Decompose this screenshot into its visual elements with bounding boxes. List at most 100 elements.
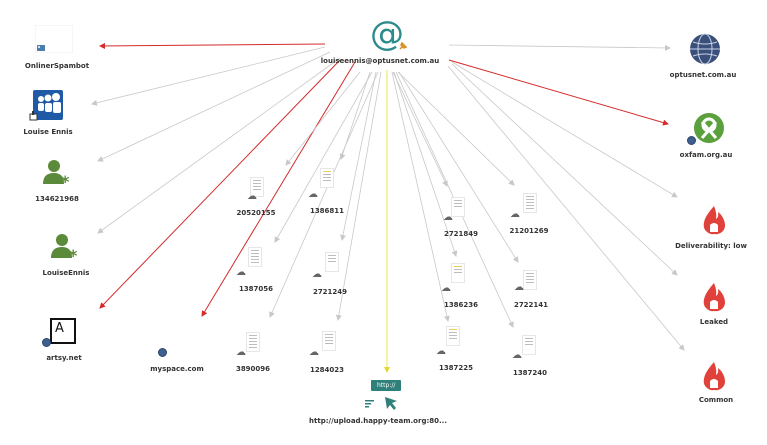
globe-icon — [690, 33, 720, 65]
myspace-icon — [33, 90, 63, 120]
email-label: louiseennis@optusnet.com.au — [320, 57, 440, 65]
doc-thumbnail[interactable] — [523, 270, 537, 290]
at-sign-icon: @ — [370, 14, 404, 54]
deliverability-node[interactable] — [701, 205, 727, 235]
edge — [451, 61, 678, 198]
onliner-spambot-node[interactable] — [34, 24, 74, 54]
doc-thumbnail[interactable] — [522, 335, 536, 355]
doc-thumbnail[interactable] — [250, 177, 264, 197]
deliverability-label: Deliverability: low — [675, 242, 747, 250]
url-node[interactable]: http:// — [365, 380, 405, 412]
flame-icon — [703, 362, 725, 391]
person-icon: * — [51, 234, 78, 265]
email-node[interactable]: @ — [355, 14, 419, 54]
doc-thumbnail[interactable] — [451, 197, 465, 217]
edge — [97, 51, 331, 162]
cloud-icon: ☁ — [512, 350, 522, 361]
cloud-icon: ☁ — [510, 209, 520, 220]
doc-label: 3890096 — [235, 365, 271, 373]
onliner-spambot-label: OnlinerSpambot — [24, 62, 90, 70]
edge — [285, 71, 361, 166]
myspace-user-label: Louise Ennis — [23, 128, 73, 136]
globe-icon[interactable] — [158, 348, 167, 357]
common-label: Common — [698, 396, 734, 404]
edges-layer — [91, 42, 685, 373]
doc-thumbnail[interactable] — [322, 331, 336, 351]
myspace-user-node[interactable] — [29, 90, 63, 121]
oxfam-logo-icon — [694, 113, 724, 143]
artsy-node[interactable]: A — [42, 318, 80, 350]
url-label: http://upload.happy-team.org:80... — [309, 417, 447, 425]
artsy-logo: A — [50, 318, 76, 344]
cloud-icon: ☁ — [312, 269, 322, 280]
cloud-icon: ☁ — [514, 282, 524, 293]
doc-label: 2722141 — [513, 301, 549, 309]
url-badge: http:// — [371, 380, 401, 391]
edge — [447, 65, 685, 351]
edge-red — [201, 61, 356, 317]
doc-label: 1386811 — [309, 207, 345, 215]
edge — [274, 71, 373, 243]
doc-label: 1387056 — [238, 285, 274, 293]
globe-icon — [687, 136, 696, 145]
doc-thumbnail[interactable] — [320, 168, 334, 188]
pin-icon — [399, 41, 408, 50]
common-node[interactable] — [701, 361, 727, 391]
doc-thumbnail[interactable] — [246, 332, 260, 352]
doc-thumbnail[interactable] — [325, 252, 339, 272]
cloud-icon: ☁ — [436, 346, 446, 357]
oxfam-label: oxfam.org.au — [679, 151, 733, 159]
cloud-icon: ☁ — [236, 347, 246, 358]
edge — [91, 46, 326, 106]
doc-label: 1387240 — [512, 369, 548, 377]
user-louiseennis-node[interactable]: * — [50, 232, 82, 265]
edge — [391, 71, 450, 322]
svg-text:*: * — [69, 246, 78, 262]
cloud-icon: ☁ — [443, 212, 453, 223]
window-icon — [34, 24, 74, 54]
cloud-icon: ☁ — [441, 283, 451, 294]
user-louiseennis-label: LouiseEnnis — [42, 269, 90, 277]
optusnet-label: optusnet.com.au — [669, 71, 737, 79]
person-icon: * — [43, 160, 70, 191]
leaked-node[interactable] — [701, 282, 727, 312]
edge — [392, 71, 448, 187]
flame-icon — [703, 283, 725, 312]
doc-thumbnail[interactable] — [523, 193, 537, 213]
doc-label: 1386236 — [443, 301, 479, 309]
edge — [269, 71, 379, 318]
leaked-label: Leaked — [699, 318, 729, 326]
cloud-icon: ☁ — [309, 347, 319, 358]
doc-thumbnail[interactable] — [248, 247, 262, 267]
flame-icon — [703, 206, 725, 235]
edge — [398, 71, 519, 263]
doc-thumbnail[interactable] — [451, 263, 465, 283]
optusnet-node[interactable] — [689, 33, 721, 65]
doc-label: 2721849 — [443, 230, 479, 238]
cloud-icon: ☁ — [247, 191, 257, 202]
edge-red — [99, 42, 326, 49]
edge — [335, 71, 382, 321]
doc-thumbnail[interactable] — [446, 326, 460, 346]
artsy-label: artsy.net — [46, 354, 82, 362]
edge — [97, 57, 341, 234]
myspace-site-label: myspace.com — [150, 365, 204, 373]
user-134621968-node[interactable]: * — [42, 158, 74, 191]
cloud-icon: ☁ — [308, 189, 318, 200]
oxfam-node[interactable] — [687, 112, 725, 146]
svg-text:@: @ — [370, 14, 404, 54]
edge — [393, 71, 458, 257]
doc-label: 20520155 — [236, 209, 276, 217]
hand-cursor-icon — [29, 111, 38, 121]
doc-label: 21201269 — [509, 227, 549, 235]
edge — [340, 71, 377, 241]
globe-icon — [42, 338, 51, 347]
edge-red — [448, 59, 669, 126]
edge — [451, 63, 678, 276]
doc-label: 2721249 — [312, 288, 348, 296]
form-icon — [365, 400, 374, 408]
user-134621968-label: 134621968 — [35, 195, 79, 203]
doc-label: 1387225 — [438, 364, 474, 372]
edge — [448, 44, 671, 51]
